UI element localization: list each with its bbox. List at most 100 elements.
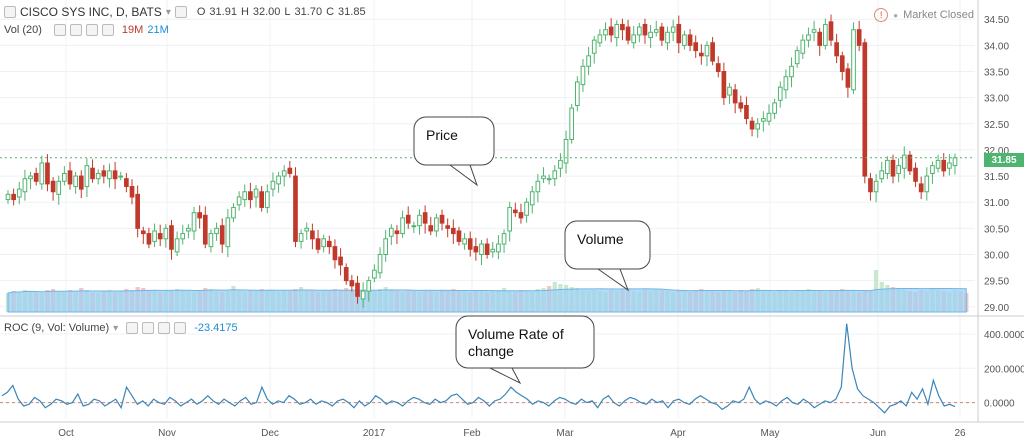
candle-body [62,172,67,182]
eye-icon[interactable] [126,322,139,334]
close-icon[interactable] [174,322,187,334]
eye-icon[interactable] [53,24,66,36]
candle-body [388,227,394,237]
candle-body [343,267,349,282]
roc-legend: ROC (9, Vol: Volume) ▾ -23.4175 [4,320,238,336]
price-axis-label: 33.00 [984,94,1009,105]
symbol-legend: CISCO SYS INC, D, BATS ▾ O 31.91 H 32.00… [4,4,366,20]
candle-body [152,230,157,242]
candle-body [45,162,50,185]
chevron-down-icon[interactable]: ▾ [165,6,171,18]
candle-body [169,225,174,250]
candle-body [794,50,800,65]
candle-body [828,21,834,41]
candle-body [281,170,287,177]
candle-body [67,170,73,185]
candle-body [665,31,670,44]
candle-body [761,118,766,122]
candle-body [242,191,248,201]
volume-pane [5,270,969,313]
market-status-text: Market Closed [903,9,974,21]
candle-body [755,123,761,130]
candle-body [834,42,839,57]
collapse-toggle-icon[interactable] [4,6,16,18]
price-axis-label: 30.50 [984,224,1009,235]
callout-text: Volume [577,231,624,247]
candle-body [851,29,856,91]
candle-body [552,170,558,180]
candle-body [659,26,665,41]
candle-body [597,34,603,44]
candle-body [366,280,372,292]
candle-body [191,212,197,232]
price-callout: Price [413,116,495,187]
candle-body [682,34,687,46]
candle-body [11,193,16,201]
candle-body [146,233,152,245]
volume-legend: Vol (20) 19M 21M [4,22,169,38]
candle-body [101,170,107,177]
add-icon[interactable] [158,322,171,334]
time-axis-label: Dec [261,428,279,439]
candle-body [924,175,930,193]
candle-body [118,175,124,178]
candle-body [304,227,310,232]
volume-value-1: 19M [121,24,144,36]
candle-body [84,165,90,188]
price-axis-label: 30.00 [984,250,1009,261]
add-icon[interactable] [85,24,98,36]
price-axis-label: 34.00 [984,41,1009,52]
time-axis-label: 2017 [363,428,386,439]
alert-icon: ! [874,8,889,22]
ohlc-o-value: 31.91 [209,6,237,18]
chevron-down-icon[interactable]: ▾ [113,322,119,334]
candle-body [405,214,411,224]
candle-body [157,233,163,240]
candle-body [586,55,591,67]
candle-body [806,34,811,41]
candle-body [124,178,129,188]
candle-body [569,107,575,140]
candle-body [890,159,896,177]
candle-body [687,34,693,46]
time-axis-label: Apr [670,428,686,439]
candle-body [496,243,501,253]
candle-body [28,175,33,180]
candle-body [73,175,78,188]
candle-body [507,206,513,232]
candle-body [952,157,958,167]
volume-callout: Volume [564,220,651,292]
candle-body [732,89,738,104]
candle-body [817,31,823,46]
candle-body [811,29,817,33]
candle-body [186,227,191,232]
candle-body [326,240,332,248]
candle-body [603,29,608,36]
callout-text: Volume Rate of [468,326,564,342]
candle-body [512,209,518,214]
candle-body [783,76,789,91]
time-axis-label: Jun [870,428,886,439]
candle-body [947,162,952,169]
close-icon[interactable] [101,24,114,36]
candle-body [608,26,614,36]
candle-body [56,180,62,195]
candle-body [5,193,11,201]
candle-body [231,206,236,219]
candle-body [935,159,941,169]
settings-icon[interactable] [142,322,155,334]
candle-body [535,180,541,193]
candle-body [625,26,631,41]
settings-icon[interactable] [174,6,187,18]
candle-body [225,217,231,248]
settings-icon[interactable] [69,24,82,36]
candle-body [16,188,22,198]
candle-body [208,233,214,248]
market-status-dot: ● [893,10,899,20]
ohlc-h-label: H [240,6,249,18]
candle-body [270,180,276,190]
candle-body [704,44,710,57]
candle-body [287,167,293,174]
candle-body [580,65,586,86]
